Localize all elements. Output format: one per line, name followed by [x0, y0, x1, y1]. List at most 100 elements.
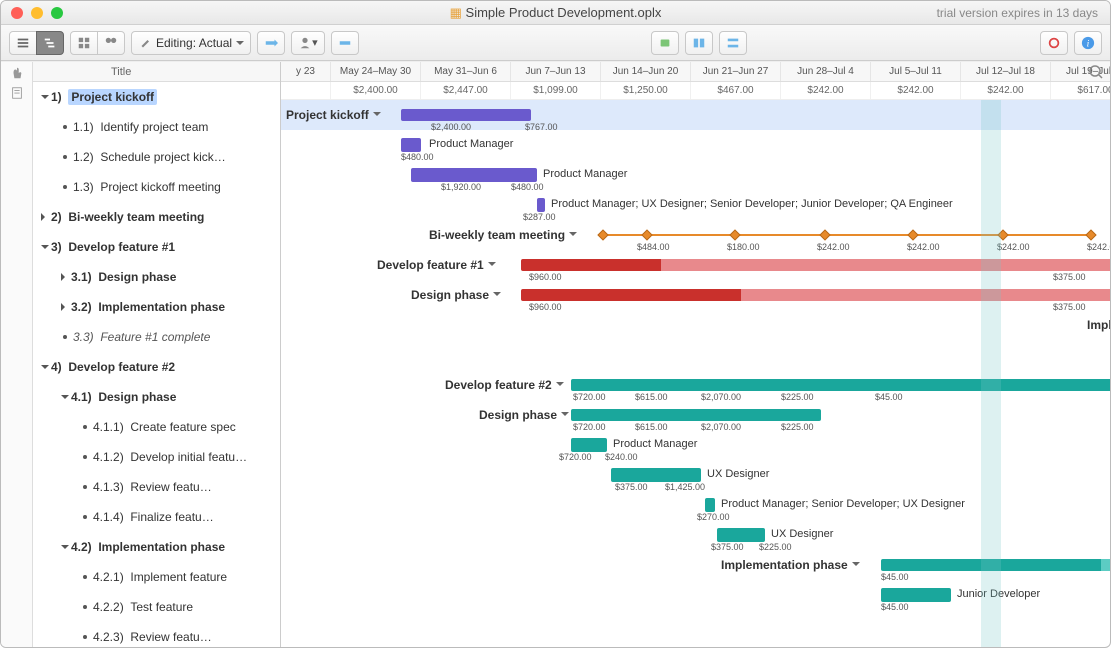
bullet-icon: [63, 335, 67, 339]
disclosure-icon[interactable]: [61, 395, 69, 403]
disclosure-icon[interactable]: [61, 273, 69, 281]
zoom-fit-icon[interactable]: [1088, 64, 1104, 83]
gantt-row[interactable]: Product Manager; UX Designer; Senior Dev…: [281, 190, 1110, 220]
assign-button[interactable]: ▾: [291, 31, 325, 55]
chevron-down-icon[interactable]: [488, 262, 496, 270]
gantt-row[interactable]: Bi-weekly team meeting$484.00$180.00$242…: [281, 220, 1110, 250]
outline-row[interactable]: 3.2) Implementation phase: [33, 292, 280, 322]
gantt-view-button[interactable]: [36, 31, 64, 55]
simulate-button[interactable]: [685, 31, 713, 55]
gantt-row[interactable]: Develop feature #2$720.00$615.00$2,070.0…: [281, 370, 1110, 400]
outline-row[interactable]: 2) Bi-weekly team meeting: [33, 202, 280, 232]
gantt-row[interactable]: »: [281, 340, 1110, 370]
gantt-row[interactable]: Implemen: [281, 310, 1110, 340]
outline-row[interactable]: 4.1.2) Develop initial featu…: [33, 442, 280, 472]
outline-row[interactable]: 4.1.1) Create feature spec: [33, 412, 280, 442]
outline-row[interactable]: 4) Develop feature #2: [33, 352, 280, 382]
milestone-marker[interactable]: [729, 229, 740, 240]
gantt-row[interactable]: UX Designer$375.00$225.00: [281, 520, 1110, 550]
gantt-row[interactable]: Product Manager$1,920.00$480.00: [281, 160, 1110, 190]
disclosure-icon[interactable]: [61, 545, 69, 553]
catchup-button[interactable]: [331, 31, 359, 55]
outline-row[interactable]: 3) Develop feature #1: [33, 232, 280, 262]
summary-bar[interactable]: [521, 259, 1110, 271]
gantt-row[interactable]: Develop feature #1$960.00$375.00$2: [281, 250, 1110, 280]
outline-row[interactable]: 4.2.2) Test feature: [33, 592, 280, 622]
task-bar[interactable]: [537, 198, 545, 212]
milestone-marker[interactable]: [819, 229, 830, 240]
gantt-row[interactable]: Product Manager; Senior Developer; UX De…: [281, 490, 1110, 520]
disclosure-icon[interactable]: [41, 245, 49, 253]
chevron-down-icon[interactable]: [493, 292, 501, 300]
outline-row[interactable]: 1.1) Identify project team: [33, 112, 280, 142]
task-bar[interactable]: [717, 528, 765, 542]
window-controls: [11, 7, 63, 19]
outline-row[interactable]: 1.2) Schedule project kick…: [33, 142, 280, 172]
disclosure-icon[interactable]: [41, 95, 49, 103]
gantt-row[interactable]: Product Manager$480.00: [281, 130, 1110, 160]
gantt-row[interactable]: Implementation phase$45.00: [281, 550, 1110, 580]
outline-row[interactable]: 3.3) Feature #1 complete: [33, 322, 280, 352]
outline-row[interactable]: 3.1) Design phase: [33, 262, 280, 292]
gantt-row[interactable]: »: [281, 640, 1110, 647]
notes-icon[interactable]: [10, 86, 24, 100]
info-button[interactable]: i: [1074, 31, 1102, 55]
minimize-icon[interactable]: [31, 7, 43, 19]
timeline-column-header: May 24–May 30: [331, 62, 421, 81]
record-button[interactable]: [1040, 31, 1068, 55]
editing-mode-dropdown[interactable]: Editing: Actual: [131, 31, 251, 55]
milestone-marker[interactable]: [997, 229, 1008, 240]
milestone-marker[interactable]: [597, 229, 608, 240]
layout-button-1[interactable]: [70, 31, 98, 55]
task-bar[interactable]: [611, 468, 701, 482]
milestone-marker[interactable]: [641, 229, 652, 240]
gantt-row[interactable]: UX Designer$375.00$1,425.00: [281, 460, 1110, 490]
outline-row[interactable]: 1.3) Project kickoff meeting: [33, 172, 280, 202]
chevron-down-icon[interactable]: [569, 232, 577, 240]
reschedule-button[interactable]: [257, 31, 285, 55]
gantt-panel[interactable]: y 23May 24–May 30May 31–Jun 6Jun 7–Jun 1…: [281, 62, 1110, 647]
milestone-marker[interactable]: [1085, 229, 1096, 240]
layout-button-2[interactable]: [97, 31, 125, 55]
summary-bar[interactable]: [521, 289, 1110, 301]
outline-row[interactable]: 1) Project kickoff: [33, 82, 280, 112]
task-bar[interactable]: [411, 168, 537, 182]
chevron-down-icon[interactable]: [373, 112, 381, 120]
outline-row[interactable]: 4.1) Design phase: [33, 382, 280, 412]
row-label: 3.3) Feature #1 complete: [73, 330, 210, 344]
disclosure-icon[interactable]: [41, 213, 49, 221]
chevron-down-icon[interactable]: [561, 412, 569, 420]
outline-view-button[interactable]: [9, 31, 37, 55]
task-bar[interactable]: [401, 138, 421, 152]
gantt-row[interactable]: Product Manager$720.00$240.00: [281, 430, 1110, 460]
outline-row[interactable]: 4.1.4) Finalize featu…: [33, 502, 280, 532]
milestone-marker[interactable]: [907, 229, 918, 240]
outline-row[interactable]: 4.1.3) Review featu…: [33, 472, 280, 502]
disclosure-icon[interactable]: [61, 303, 69, 311]
task-bar[interactable]: [881, 588, 951, 602]
leveling-button[interactable]: [719, 31, 747, 55]
outline-row[interactable]: 4.2.1) Implement feature: [33, 562, 280, 592]
gantt-row[interactable]: Design phase$720.00$615.00$2,070.00$225.…: [281, 400, 1110, 430]
outline-row[interactable]: 4.2) Implementation phase: [33, 532, 280, 562]
summary-bar[interactable]: [401, 109, 531, 121]
gantt-row[interactable]: Project kickoff$2,400.00$767.00: [281, 100, 1110, 130]
summary-bar[interactable]: [571, 379, 1110, 391]
disclosure-icon[interactable]: [41, 365, 49, 373]
group-label: Implementation phase: [721, 558, 864, 572]
gantt-row[interactable]: »: [281, 610, 1110, 640]
close-icon[interactable]: [11, 7, 23, 19]
outline-row[interactable]: 4.2.3) Review featu…: [33, 622, 280, 647]
summary-bar[interactable]: [571, 409, 821, 421]
baseline-button[interactable]: [651, 31, 679, 55]
task-bar[interactable]: [705, 498, 715, 512]
task-bar[interactable]: [571, 438, 607, 452]
gantt-row[interactable]: Junior Developer$45.00: [281, 580, 1110, 610]
gantt-row[interactable]: Design phase$960.00$375.00: [281, 280, 1110, 310]
trial-label: trial version expires in 13 days: [937, 6, 1098, 20]
chevron-down-icon[interactable]: [852, 562, 860, 570]
chevron-down-icon[interactable]: [556, 382, 564, 390]
zoom-icon[interactable]: [51, 7, 63, 19]
hand-icon[interactable]: [10, 66, 24, 80]
summary-bar[interactable]: [881, 559, 1110, 571]
